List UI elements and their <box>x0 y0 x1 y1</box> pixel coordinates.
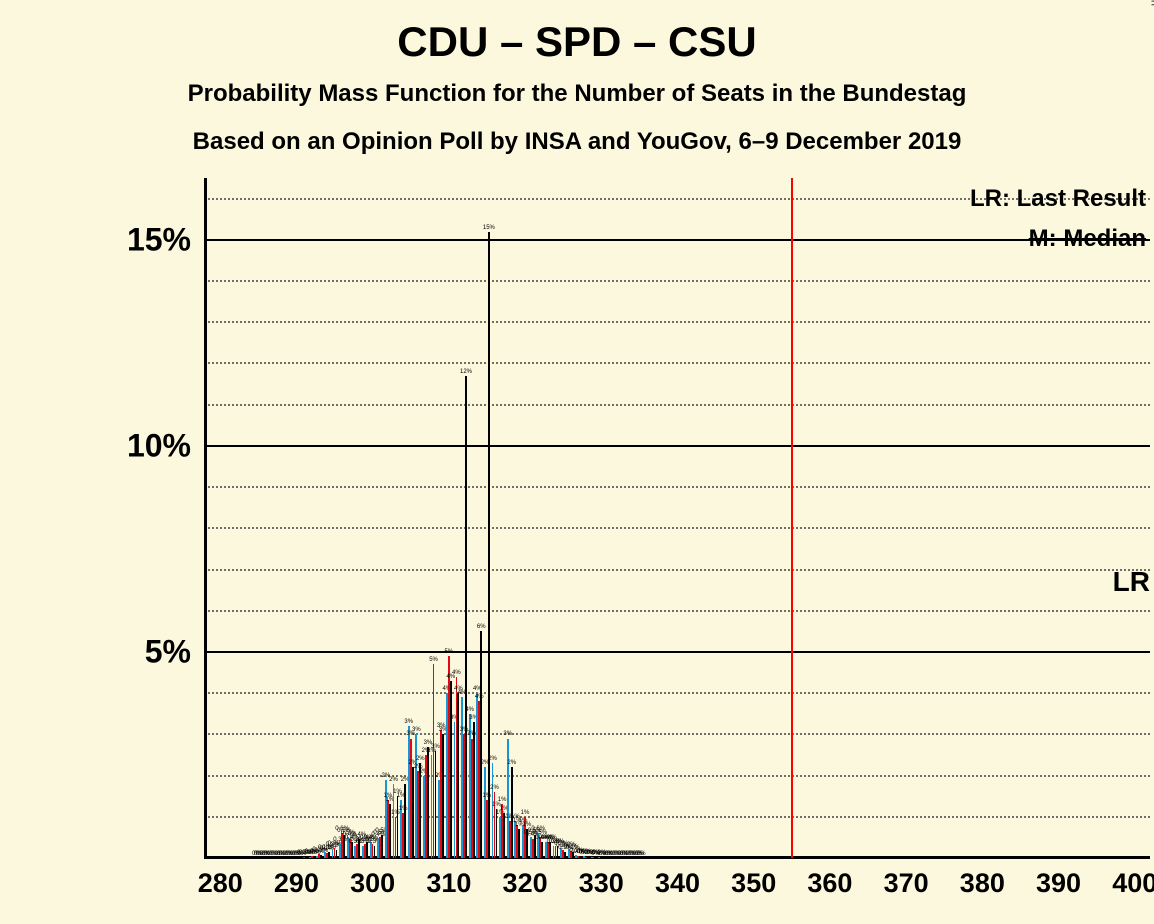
grid-minor <box>205 527 1150 529</box>
bar-value-label: 1% <box>523 822 532 828</box>
copyright-text: © 2021 Filip van Laenen <box>1148 0 1154 6</box>
grid-major <box>205 239 1150 241</box>
x-tick-label: 370 <box>884 868 929 899</box>
x-tick-label: 390 <box>1036 868 1081 899</box>
grid-minor <box>205 280 1150 282</box>
bar <box>374 846 376 858</box>
bar <box>511 767 513 858</box>
grid-major <box>205 651 1150 653</box>
grid-minor <box>205 775 1150 777</box>
bar-value-label: 2% <box>488 756 497 762</box>
bar <box>480 631 482 858</box>
bar-value-label: 4% <box>475 694 484 700</box>
bar-value-label: 15% <box>483 225 495 231</box>
grid-major <box>205 445 1150 447</box>
pmf-chart: © 2021 Filip van Laenen CDU – SPD – CSU … <box>0 0 1154 924</box>
grid-minor <box>205 816 1150 818</box>
bar-value-label: 5% <box>429 657 438 663</box>
y-tick-label: 10% <box>127 427 191 464</box>
x-tick-label: 300 <box>350 868 395 899</box>
y-axis <box>204 178 207 858</box>
x-tick-label: 290 <box>274 868 319 899</box>
grid-minor <box>205 486 1150 488</box>
chart-subtitle-1: Probability Mass Function for the Number… <box>0 80 1154 108</box>
bar <box>336 850 338 858</box>
bar <box>313 857 315 858</box>
x-tick-label: 400 <box>1112 868 1154 899</box>
bar-value-label: 3% <box>431 744 440 750</box>
bar-value-label: 3% <box>412 727 421 733</box>
grid-minor <box>205 733 1150 735</box>
bar <box>419 763 421 858</box>
plot-area: LR: Last Result M: Median 5%10%15%280290… <box>205 178 1150 858</box>
grid-minor <box>205 610 1150 612</box>
bar-value-label: 4% <box>465 707 474 713</box>
bar-value-label: 1% <box>399 806 408 812</box>
x-tick-label: 330 <box>579 868 624 899</box>
bar-value-label: 0% <box>637 851 646 857</box>
bar <box>381 835 383 858</box>
bar-value-label: 3% <box>503 731 512 737</box>
grid-minor <box>205 569 1150 571</box>
bar-value-label: 2% <box>507 760 516 766</box>
bar-value-label: 1% <box>483 793 492 799</box>
bar <box>465 376 467 858</box>
bar <box>488 232 490 858</box>
bar <box>496 809 498 858</box>
grid-minor <box>205 198 1150 200</box>
bar-value-label: 3% <box>404 719 413 725</box>
last-result-label: LR <box>1113 566 1150 598</box>
bar-value-label: 3% <box>467 731 476 737</box>
x-tick-label: 360 <box>807 868 852 899</box>
bar <box>328 852 330 858</box>
y-tick-label: 5% <box>145 633 191 670</box>
bar <box>587 857 589 858</box>
last-result-line <box>791 178 793 858</box>
grid-minor <box>205 321 1150 323</box>
x-tick-label: 310 <box>426 868 471 899</box>
bar <box>564 852 566 858</box>
bar-value-label: 4% <box>452 670 461 676</box>
y-tick-label: 15% <box>127 221 191 258</box>
bar-value-label: 1% <box>498 797 507 803</box>
x-tick-label: 380 <box>960 868 1005 899</box>
bar <box>541 842 543 858</box>
x-tick-label: 280 <box>198 868 243 899</box>
bar-value-label: 12% <box>460 369 472 375</box>
grid-minor <box>205 404 1150 406</box>
chart-subtitle-2: Based on an Opinion Poll by INSA and You… <box>0 128 1154 156</box>
x-tick-label: 320 <box>503 868 548 899</box>
bar <box>450 681 452 858</box>
bar <box>457 693 459 858</box>
bar <box>305 857 307 858</box>
chart-title: CDU – SPD – CSU <box>0 18 1154 66</box>
bar <box>579 856 581 858</box>
bar <box>404 784 406 858</box>
bar <box>442 734 444 858</box>
bar <box>412 767 414 858</box>
bar-value-label: 2% <box>490 785 499 791</box>
x-tick-label: 350 <box>731 868 776 899</box>
grid-minor <box>205 692 1150 694</box>
bar-value-label: 2% <box>389 777 398 783</box>
bar <box>320 855 322 858</box>
bar-value-label: 6% <box>477 624 486 630</box>
bar-value-label: 1% <box>521 810 530 816</box>
grid-minor <box>205 362 1150 364</box>
bar <box>427 747 429 858</box>
bar-value-label: 2% <box>416 756 425 762</box>
bar-value-label: 5% <box>444 649 453 655</box>
bar <box>473 722 475 858</box>
x-tick-label: 340 <box>655 868 700 899</box>
bar <box>435 751 437 858</box>
bar <box>518 829 520 858</box>
